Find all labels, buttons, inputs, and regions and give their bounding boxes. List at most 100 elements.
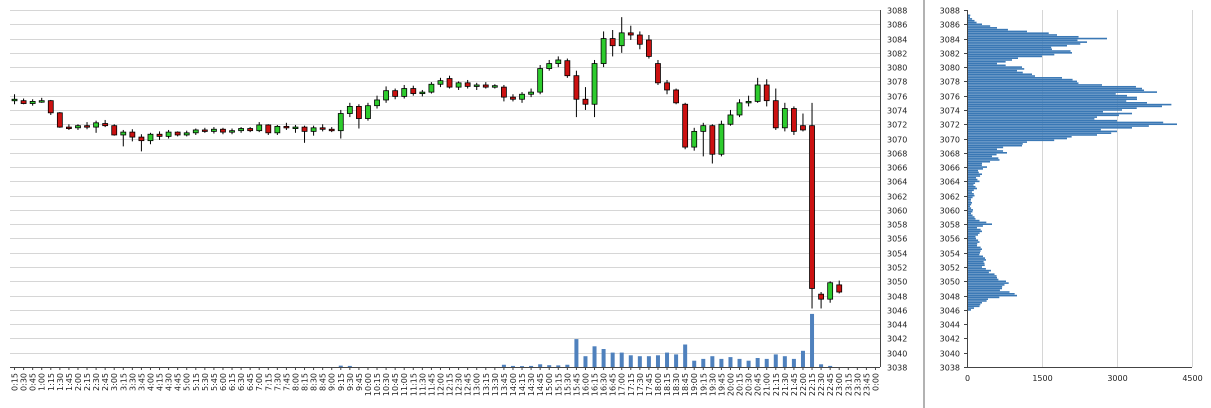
candle-body bbox=[93, 122, 99, 128]
profile-bar bbox=[968, 219, 980, 222]
profile-bar bbox=[968, 32, 1049, 35]
x-tick-label: 17:15 bbox=[627, 373, 636, 396]
profile-bar bbox=[968, 75, 1035, 77]
y-tick-label: 3044 bbox=[887, 321, 907, 330]
profile-bar bbox=[968, 91, 1157, 93]
profile-bar bbox=[968, 135, 1072, 138]
profile-bar bbox=[968, 275, 997, 277]
candle-body bbox=[564, 60, 571, 77]
y-tick-label: 3038 bbox=[887, 364, 907, 373]
profile-y-tick-label: 3048 bbox=[940, 293, 960, 302]
profile-bar bbox=[968, 89, 1145, 92]
x-tick-label: 20:45 bbox=[754, 373, 763, 396]
profile-bar bbox=[968, 57, 1018, 59]
candle-body bbox=[491, 85, 498, 88]
x-tick-label: 7:00 bbox=[255, 373, 264, 391]
x-tick-label: 1:30 bbox=[56, 373, 65, 391]
candle-body bbox=[156, 133, 163, 137]
candle-body bbox=[537, 68, 544, 93]
candle-body bbox=[183, 132, 190, 136]
candle-body bbox=[20, 100, 27, 104]
volume-bar bbox=[628, 355, 633, 367]
profile-bar bbox=[968, 141, 1027, 143]
x-tick-label: 21:45 bbox=[790, 373, 799, 396]
x-tick-label: 19:00 bbox=[690, 373, 699, 396]
profile-bar bbox=[968, 280, 1006, 283]
profile-bar bbox=[968, 23, 982, 26]
y-tick-label: 3050 bbox=[887, 278, 907, 287]
volume-bar bbox=[556, 365, 561, 367]
x-tick-label: 13:00 bbox=[473, 373, 482, 396]
volume-bar bbox=[520, 366, 525, 367]
x-tick-label: 1:00 bbox=[38, 373, 47, 391]
candle-body bbox=[84, 125, 90, 128]
profile-bar bbox=[968, 146, 1004, 149]
profile-y-tick-label: 3086 bbox=[940, 21, 960, 30]
profile-bar bbox=[968, 69, 1017, 72]
candle-body bbox=[365, 105, 371, 119]
profile-bar bbox=[968, 287, 1002, 290]
profile-bar bbox=[968, 307, 975, 309]
candle-body bbox=[165, 131, 172, 137]
volume-bar bbox=[719, 358, 724, 367]
volume-bar bbox=[810, 313, 815, 367]
candle-body bbox=[374, 99, 380, 107]
volume-bar bbox=[529, 365, 534, 367]
x-tick-label: 21:15 bbox=[772, 373, 781, 396]
profile-bar bbox=[968, 77, 1062, 79]
candle-body bbox=[446, 78, 453, 88]
profile-bar bbox=[968, 257, 986, 259]
x-tick-label: 22:00 bbox=[799, 373, 808, 396]
profile-y-tick-label: 3074 bbox=[940, 107, 960, 116]
profile-bar bbox=[968, 166, 987, 168]
candle-body bbox=[247, 128, 254, 132]
profile-bar bbox=[968, 110, 1103, 113]
profile-bar bbox=[968, 73, 1032, 76]
profile-bar bbox=[968, 118, 1095, 120]
profile-bar bbox=[968, 282, 1009, 284]
profile-bar bbox=[968, 266, 982, 268]
volume-bar bbox=[610, 352, 615, 367]
candle-body bbox=[410, 88, 417, 94]
profile-bar bbox=[968, 130, 1117, 133]
x-tick-label: 5:00 bbox=[183, 373, 192, 391]
x-tick-label: 23:00 bbox=[835, 373, 844, 396]
x-tick-label: 23:30 bbox=[853, 373, 862, 396]
profile-bar bbox=[968, 78, 1073, 81]
x-tick-label: 12:30 bbox=[455, 373, 464, 396]
profile-bar bbox=[968, 260, 984, 263]
profile-bar bbox=[968, 64, 1006, 67]
volume-bar bbox=[692, 360, 697, 367]
candle-body bbox=[229, 130, 235, 133]
x-tick-label: 19:30 bbox=[708, 373, 717, 396]
candle-body bbox=[129, 131, 136, 138]
x-tick-label: 4:30 bbox=[165, 373, 174, 391]
y-tick-label: 3062 bbox=[887, 193, 907, 202]
profile-y-tick-label: 3080 bbox=[940, 64, 960, 73]
candle-body bbox=[781, 108, 788, 129]
y-tick-label: 3074 bbox=[887, 107, 907, 116]
candle-body bbox=[827, 282, 834, 300]
volume-bar bbox=[501, 364, 506, 367]
candle-body bbox=[47, 100, 54, 114]
y-tick-label: 3086 bbox=[887, 21, 907, 30]
x-tick-label: 7:15 bbox=[264, 373, 273, 391]
x-tick-label: 2:45 bbox=[101, 373, 110, 391]
profile-y-tick-label: 3062 bbox=[940, 193, 960, 202]
volume-bar bbox=[828, 365, 833, 367]
profile-y-tick-label: 3072 bbox=[940, 121, 960, 130]
x-tick-label: 13:30 bbox=[491, 373, 500, 396]
candle-body bbox=[192, 129, 199, 134]
profile-bar bbox=[968, 221, 987, 224]
profile-bar bbox=[968, 160, 991, 163]
x-tick-label: 18:30 bbox=[672, 373, 681, 396]
y-tick-label: 3080 bbox=[887, 64, 907, 73]
x-tick-label: 21:00 bbox=[763, 373, 772, 396]
x-tick-label: 14:30 bbox=[527, 373, 536, 396]
volume-bar bbox=[338, 365, 343, 367]
candle-body bbox=[201, 129, 208, 132]
profile-bar bbox=[968, 210, 973, 213]
profile-bar bbox=[968, 41, 1087, 43]
profile-bar bbox=[968, 235, 976, 238]
profile-bar bbox=[968, 285, 1003, 288]
